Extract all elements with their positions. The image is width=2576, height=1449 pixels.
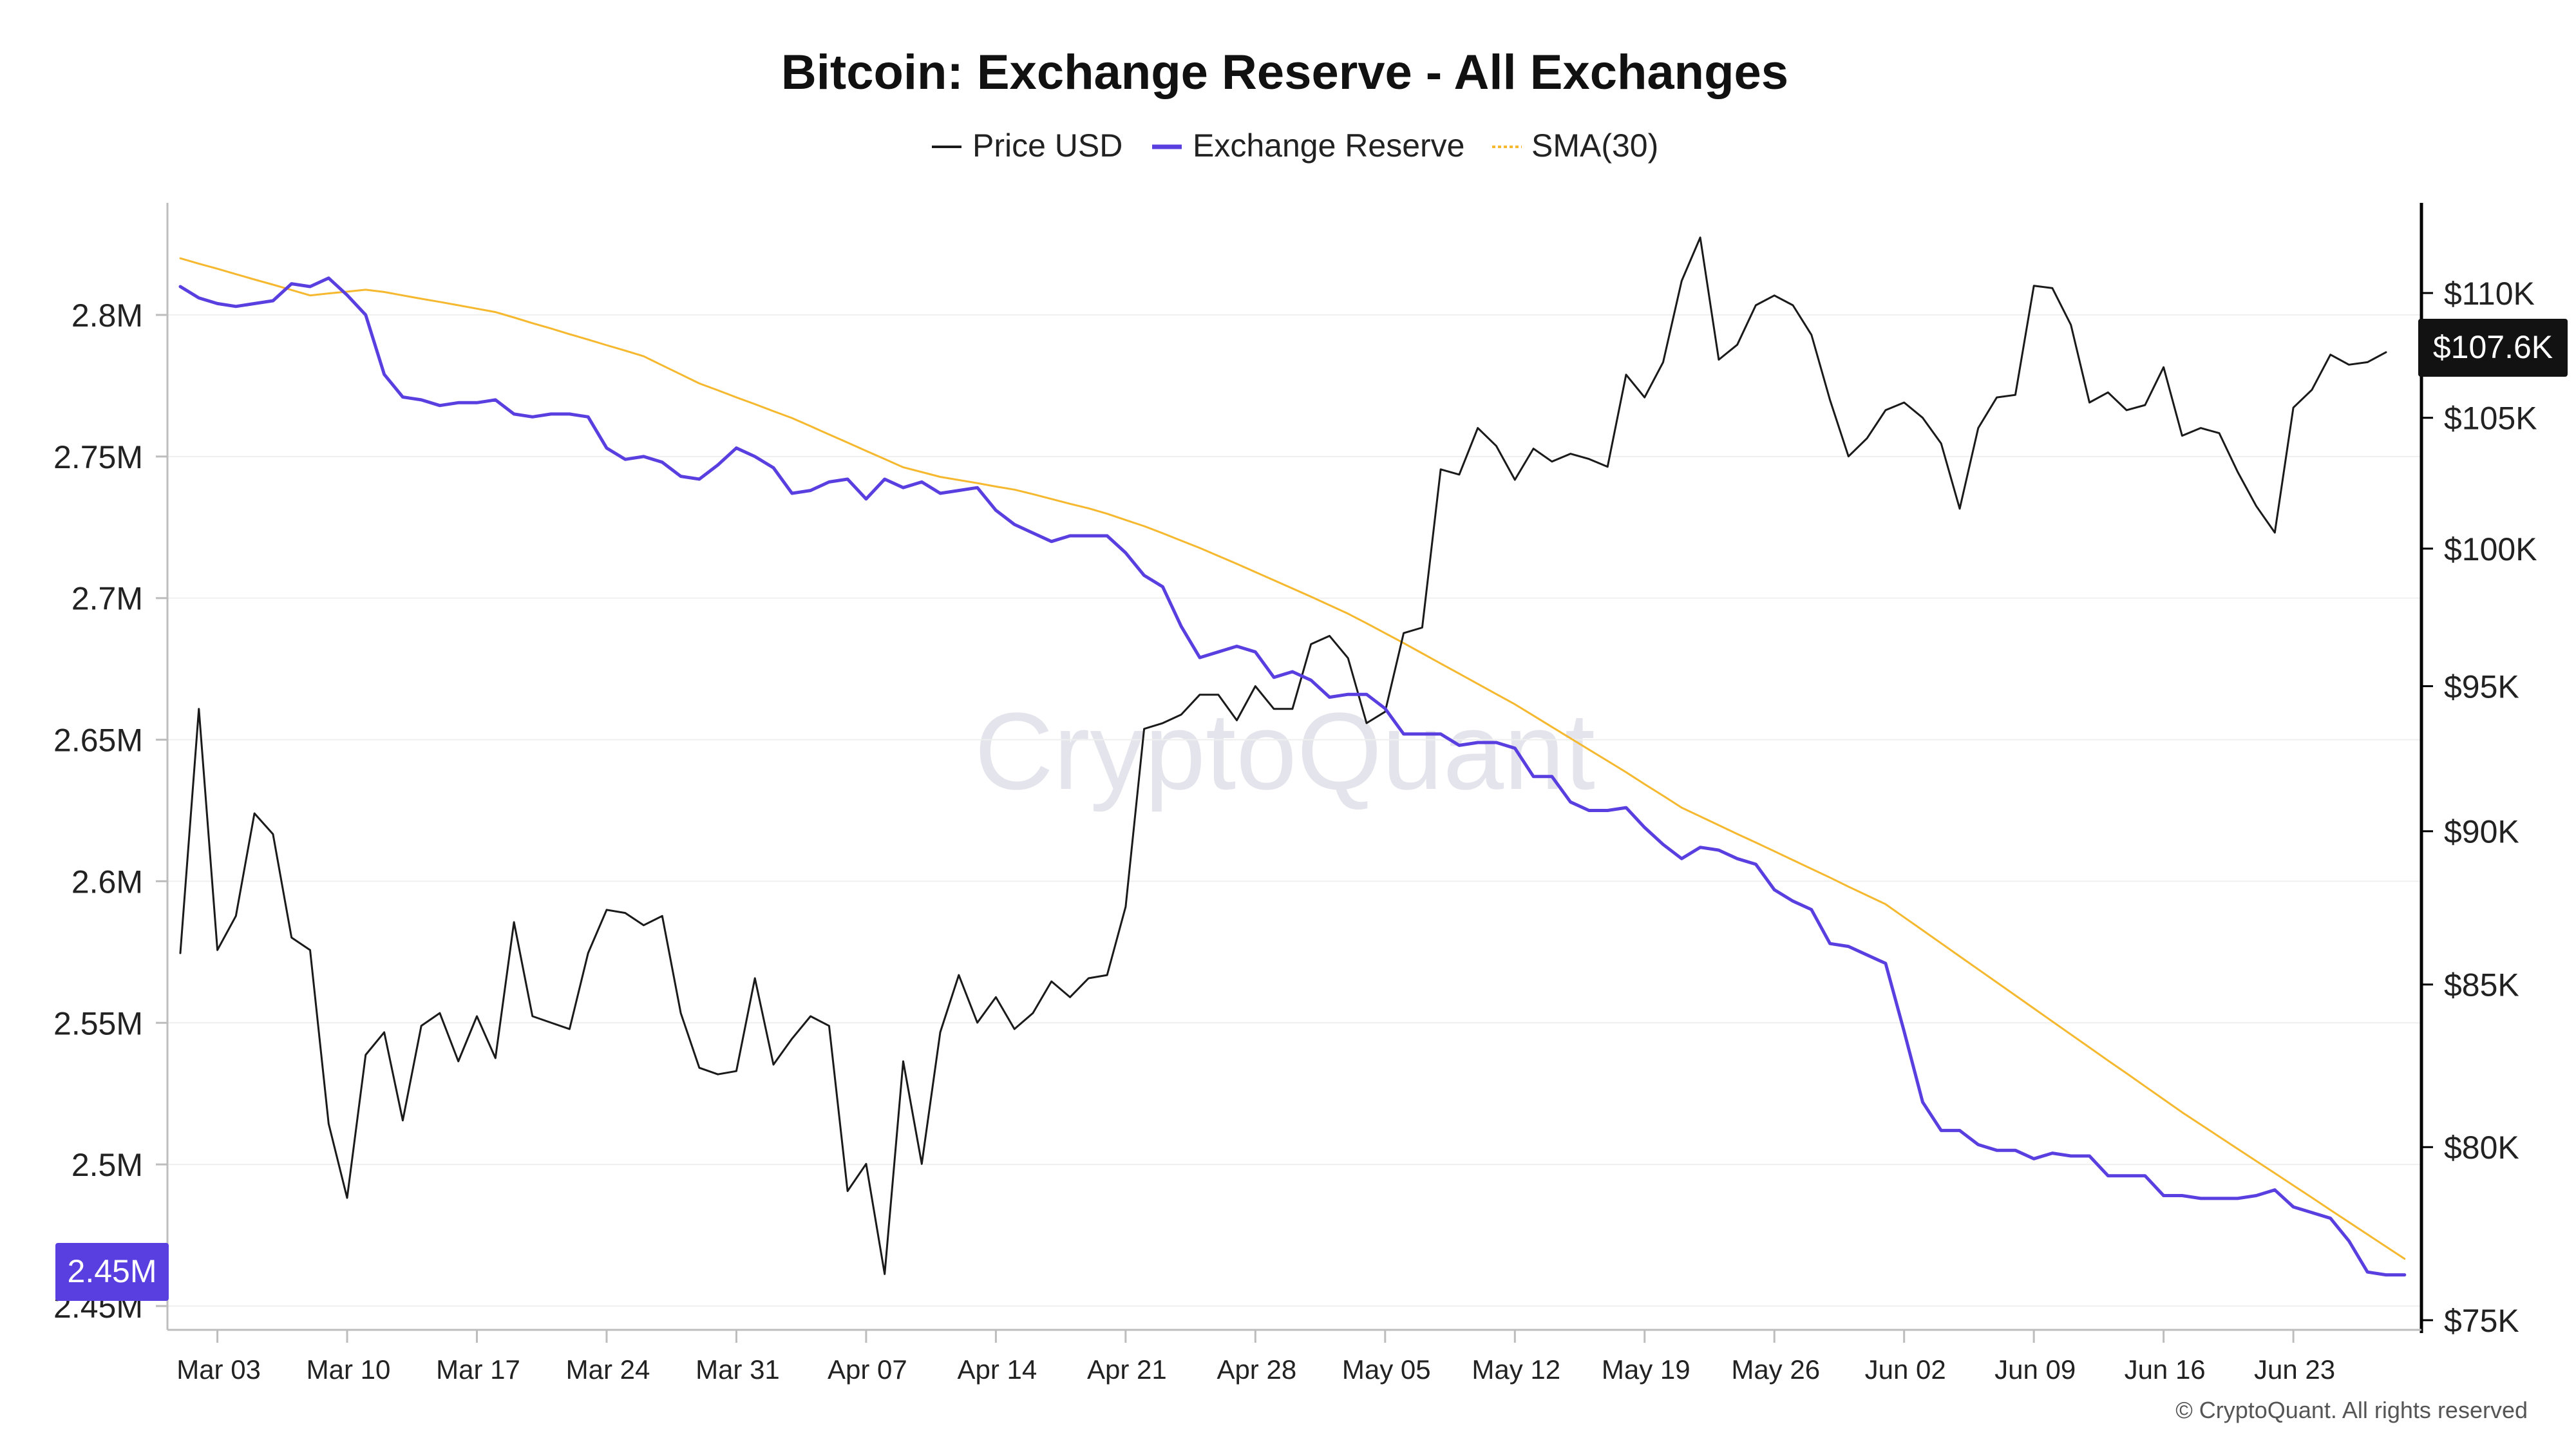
gridlines: [167, 314, 2421, 1307]
y-right-tick-label: $80K: [2444, 1130, 2519, 1166]
x-tick-label: Apr 14: [958, 1354, 1037, 1385]
series-line-sma-30: [179, 257, 2406, 1260]
y-left-tick-label: 2.5M: [71, 1147, 143, 1183]
series-line-price-usd: [179, 236, 2387, 1275]
y-right-tick-label: $105K: [2444, 401, 2537, 437]
y-right-tick-label: $90K: [2444, 814, 2519, 850]
x-tick-label: Jun 23: [2254, 1354, 2335, 1385]
x-tick-label: Apr 28: [1217, 1354, 1296, 1385]
y-left-axis-ticks: 2.45M 2.5M 2.55M 2.6M 2.65M 2.7M 2.75M 2.8M: [53, 298, 167, 1325]
y-left-tick-label: 2.55M: [53, 1005, 143, 1041]
x-tick-label: Mar 17: [436, 1354, 520, 1385]
series-layer: [178, 236, 2407, 1277]
y-left-tick-label: 2.7M: [71, 581, 143, 617]
x-tick-label: Jun 16: [2125, 1354, 2206, 1385]
price-last-value-badge: $107.6K: [2418, 319, 2568, 377]
series-line-exchange-reserve: [178, 276, 2407, 1277]
reserve-badge-label: 2.45M: [68, 1253, 157, 1289]
y-left-tick-label: 2.65M: [53, 723, 143, 759]
copyright-text: © CryptoQuant. All rights reserved: [2175, 1397, 2528, 1423]
legend: Price USD Exchange Reserve SMA(30): [932, 128, 1658, 164]
reserve-badge-bg: [55, 1243, 169, 1301]
watermark: CryptoQuant: [974, 690, 1595, 813]
x-tick-label: May 12: [1472, 1354, 1560, 1385]
x-tick-label: Mar 24: [566, 1354, 650, 1385]
y-right-tick-label: $100K: [2444, 531, 2537, 567]
y-left-tick-label: 2.8M: [71, 298, 143, 334]
y-right-tick-label: $110K: [2444, 276, 2535, 312]
x-tick-label: Apr 07: [828, 1354, 907, 1385]
legend-label-reserve: Exchange Reserve: [1193, 128, 1464, 164]
x-tick-label: Mar 31: [696, 1354, 780, 1385]
y-right-axis-ticks: $75K $80K $85K $90K $95K $100K $105K $110K: [2421, 276, 2537, 1339]
y-right-tick-label: $95K: [2444, 669, 2519, 705]
x-tick-label: May 19: [1602, 1354, 1690, 1385]
reserve-last-value-badge: 2.45M: [55, 1243, 169, 1301]
legend-label-sma: SMA(30): [1531, 128, 1658, 164]
legend-label-price: Price USD: [972, 128, 1122, 164]
y-right-tick-label: $85K: [2444, 967, 2519, 1003]
x-tick-label: Mar 10: [307, 1354, 391, 1385]
x-tick-label: Jun 02: [1865, 1354, 1946, 1385]
y-left-tick-label: 2.75M: [53, 439, 143, 475]
price-badge-bg: [2418, 319, 2568, 377]
chart-title: Bitcoin: Exchange Reserve - All Exchange…: [781, 45, 1788, 100]
price-badge-label: $107.6K: [2433, 329, 2553, 365]
x-tick-label: May 05: [1342, 1354, 1431, 1385]
y-right-tick-label: $75K: [2444, 1303, 2519, 1339]
x-tick-label: Apr 21: [1087, 1354, 1167, 1385]
x-tick-label: May 26: [1731, 1354, 1820, 1385]
x-tick-label: Jun 09: [1994, 1354, 2076, 1385]
y-left-tick-label: 2.6M: [71, 864, 143, 900]
x-tick-label: Mar 03: [176, 1354, 261, 1385]
x-axis-ticks: Mar 03 Mar 10 Mar 17 Mar 24 Mar 31 Apr 07 Apr …: [176, 1330, 2335, 1385]
